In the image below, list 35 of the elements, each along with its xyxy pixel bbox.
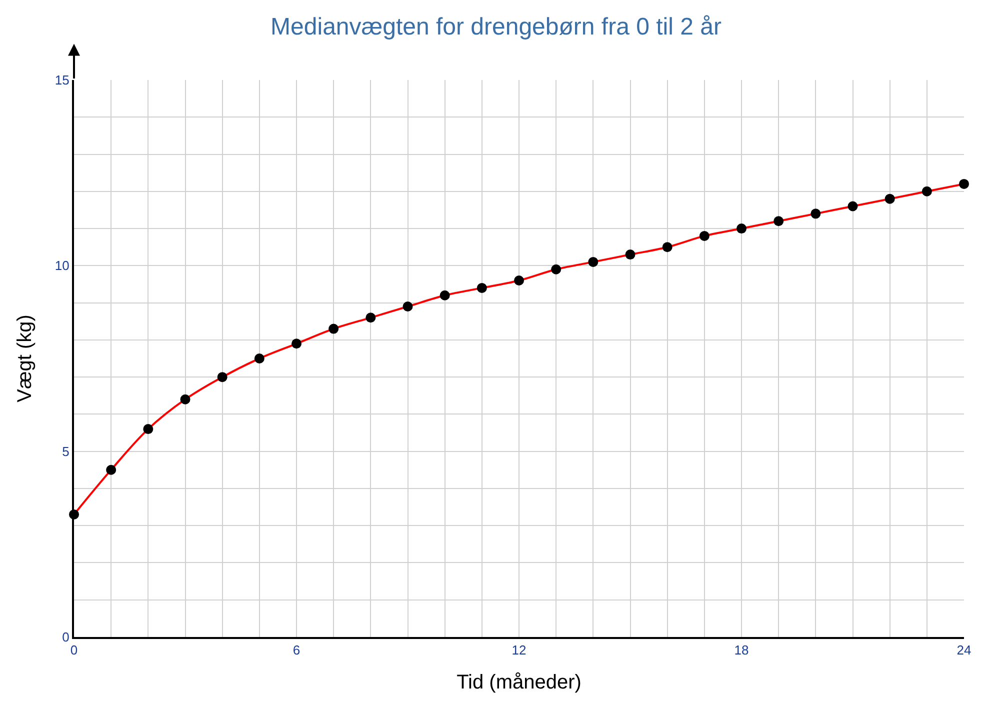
point: [551, 264, 562, 274]
point: [848, 201, 858, 212]
x-tick-label: 24: [956, 642, 972, 658]
y-tick-label: 5: [62, 444, 70, 459]
point: [699, 230, 710, 241]
point: [106, 464, 116, 475]
x-axis-title: Tid (måneder): [456, 672, 582, 694]
point: [736, 224, 746, 234]
y-tick-label: 10: [54, 258, 70, 274]
point: [959, 178, 969, 189]
point: [180, 394, 190, 404]
point: [922, 186, 932, 196]
point: [292, 338, 302, 349]
point: [625, 250, 636, 260]
point: [774, 216, 784, 226]
x-tick-label: 18: [734, 642, 749, 658]
y-tick-label: 0: [62, 630, 70, 645]
point: [588, 256, 598, 267]
point: [662, 242, 672, 252]
x-tick-label: 6: [292, 642, 300, 658]
point: [514, 276, 524, 286]
point: [366, 312, 376, 323]
point: [217, 372, 228, 382]
y-tick-label: 15: [54, 72, 70, 88]
chart-title: Medianvægten for drengebørn fra 0 til 2 år: [270, 13, 722, 40]
point: [440, 290, 450, 300]
point: [810, 208, 821, 219]
x-tick-label: 12: [512, 642, 526, 658]
point: [143, 424, 154, 434]
y-axis-title: Vægt (kg): [14, 314, 36, 402]
point: [254, 354, 264, 364]
point: [476, 282, 487, 293]
point: [402, 302, 413, 312]
point: [328, 324, 339, 334]
point: [884, 194, 895, 204]
